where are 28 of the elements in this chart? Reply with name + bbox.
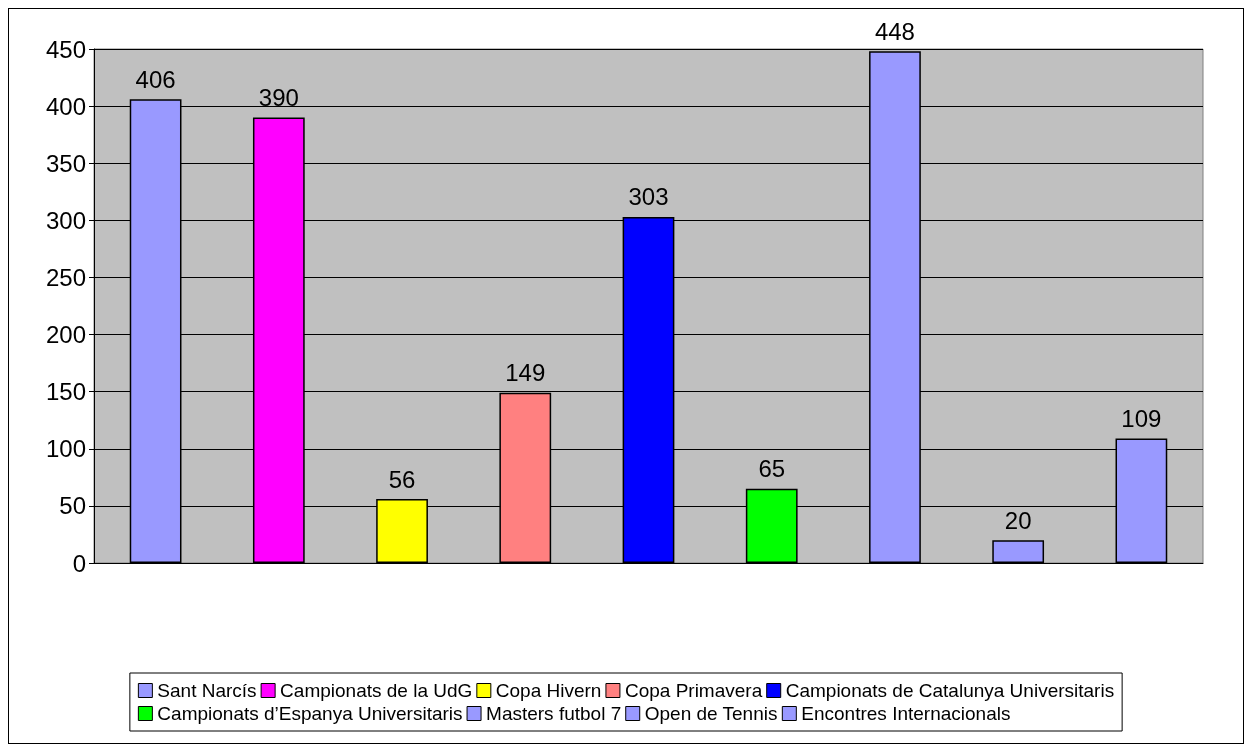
y-tick-label: 200	[45, 321, 86, 349]
y-tick-label: 50	[59, 492, 86, 520]
data-label: 109	[1121, 405, 1162, 432]
legend-label: Campionats d’Espanya Universitaris	[157, 703, 463, 724]
legend-label: Campionats de Catalunya Universitaris	[785, 680, 1115, 701]
data-label: 149	[505, 359, 546, 387]
y-tick-label: 300	[45, 206, 86, 234]
data-label: 20	[1004, 506, 1032, 534]
y-tick-label: 250	[45, 263, 86, 291]
data-label: 65	[758, 455, 786, 483]
y-tick-label: 0	[72, 549, 86, 577]
legend-label: Copa Primavera	[624, 680, 763, 701]
data-label: 56	[388, 465, 416, 493]
data-label: 303	[628, 183, 669, 211]
legend-label: Open de Tennis	[644, 703, 778, 724]
legend-label: Campionats de la UdG	[280, 680, 473, 701]
data-label: 448	[874, 17, 915, 45]
legend-label: Sant Narcís	[157, 680, 257, 701]
y-tick-label: 400	[45, 92, 86, 120]
y-tick-label: 100	[45, 435, 86, 463]
legend-label: Encontres Internacionals	[801, 703, 1011, 724]
y-tick-label: 450	[45, 35, 86, 63]
data-label: 406	[135, 65, 176, 93]
data-label: 390	[258, 84, 299, 112]
legend-label: Masters futbol 7	[486, 703, 622, 724]
y-tick-label: 150	[45, 378, 86, 406]
y-tick-label: 350	[45, 149, 86, 177]
legend-label: Copa Hivern	[495, 680, 602, 701]
